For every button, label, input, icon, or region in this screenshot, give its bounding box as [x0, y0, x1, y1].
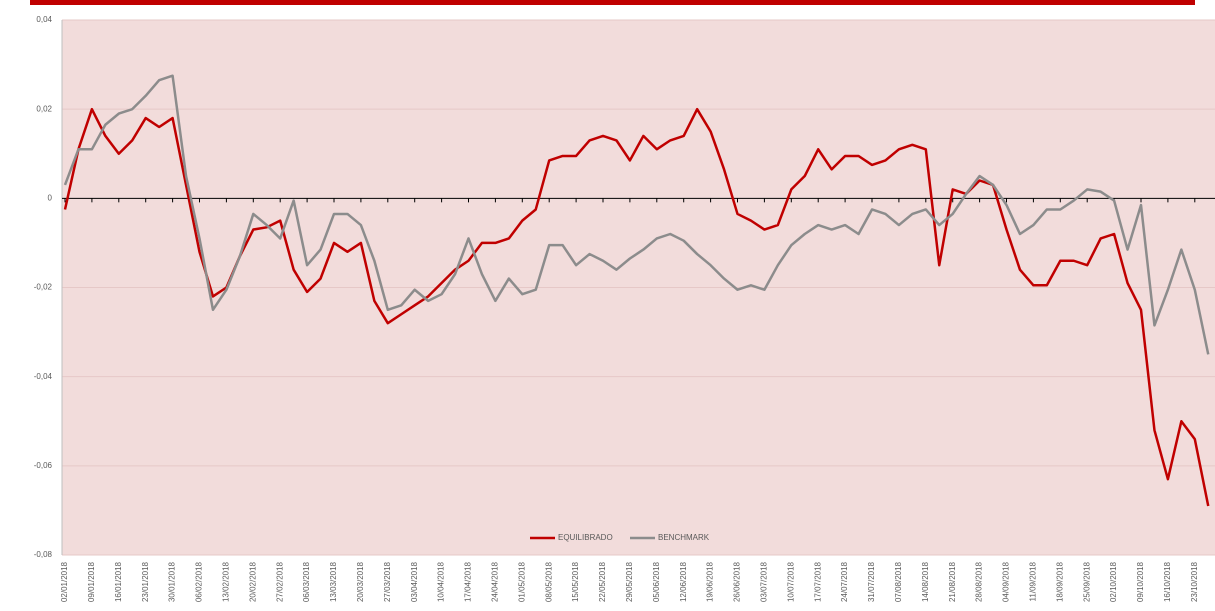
x-tick-label: 08/05/2018 — [544, 561, 553, 602]
header-bar — [30, 0, 1195, 5]
x-tick-label: 13/02/2018 — [222, 561, 231, 602]
x-tick-label: 29/05/2018 — [625, 561, 634, 602]
series-line — [63, 107, 1210, 507]
x-tick-label: 22/05/2018 — [598, 561, 607, 602]
x-tick-label: 09/01/2018 — [87, 561, 96, 602]
x-tick-label: 27/03/2018 — [383, 561, 392, 602]
x-tick-label: 16/01/2018 — [114, 561, 123, 602]
x-tick-label: 25/09/2018 — [1082, 561, 1091, 602]
y-tick-label: -0,04 — [34, 372, 53, 381]
y-tick-label: 0,02 — [36, 104, 52, 113]
x-tick-label: 02/01/2018 — [60, 561, 69, 602]
x-tick-label: 01/05/2018 — [517, 561, 526, 602]
x-tick-label: 03/07/2018 — [760, 561, 769, 602]
y-tick-label: -0,06 — [34, 461, 53, 470]
x-tick-label: 17/04/2018 — [464, 561, 473, 602]
x-tick-label: 02/10/2018 — [1109, 561, 1118, 602]
x-tick-label: 13/03/2018 — [329, 561, 338, 602]
x-tick-label: 03/04/2018 — [410, 561, 419, 602]
x-tick-label: 06/02/2018 — [195, 561, 204, 602]
x-tick-label: 09/10/2018 — [1136, 561, 1145, 602]
x-tick-label: 24/07/2018 — [840, 561, 849, 602]
x-tick-label: 07/08/2018 — [894, 561, 903, 602]
x-tick-label: 20/03/2018 — [356, 561, 365, 602]
x-tick-label: 16/10/2018 — [1163, 561, 1172, 602]
x-tick-label: 30/01/2018 — [168, 561, 177, 602]
x-tick-label: 23/01/2018 — [141, 561, 150, 602]
x-tick-label: 15/05/2018 — [571, 561, 580, 602]
x-tick-label: 12/06/2018 — [679, 561, 688, 602]
series-line — [63, 74, 1210, 355]
y-tick-label: 0 — [48, 193, 53, 202]
x-tick-label: 14/08/2018 — [921, 561, 930, 602]
x-tick-label: 28/08/2018 — [975, 561, 984, 602]
x-tick-label: 23/10/2018 — [1190, 561, 1199, 602]
x-tick-label: 10/07/2018 — [786, 561, 795, 602]
y-tick-label: -0,08 — [34, 550, 53, 559]
x-tick-label: 19/06/2018 — [706, 561, 715, 602]
x-tick-label: 20/02/2018 — [248, 561, 257, 602]
y-tick-label: 0,04 — [36, 15, 52, 24]
x-tick-label: 11/09/2018 — [1029, 561, 1038, 601]
x-tick-label: 05/06/2018 — [652, 561, 661, 602]
legend-label: EQUILIBRADO — [558, 533, 613, 542]
y-tick-label: -0,02 — [34, 283, 53, 292]
legend-label: BENCHMARK — [658, 533, 710, 542]
x-tick-label: 26/06/2018 — [733, 561, 742, 602]
x-tick-label: 18/09/2018 — [1055, 561, 1064, 602]
x-tick-label: 21/08/2018 — [948, 561, 957, 602]
x-tick-label: 24/04/2018 — [491, 561, 500, 602]
x-tick-label: 17/07/2018 — [813, 561, 822, 602]
x-tick-label: 04/09/2018 — [1002, 561, 1011, 602]
x-tick-label: 27/02/2018 — [275, 561, 284, 602]
x-tick-label: 31/07/2018 — [867, 561, 876, 602]
x-tick-label: 06/03/2018 — [302, 561, 311, 602]
x-tick-label: 10/04/2018 — [437, 561, 446, 602]
